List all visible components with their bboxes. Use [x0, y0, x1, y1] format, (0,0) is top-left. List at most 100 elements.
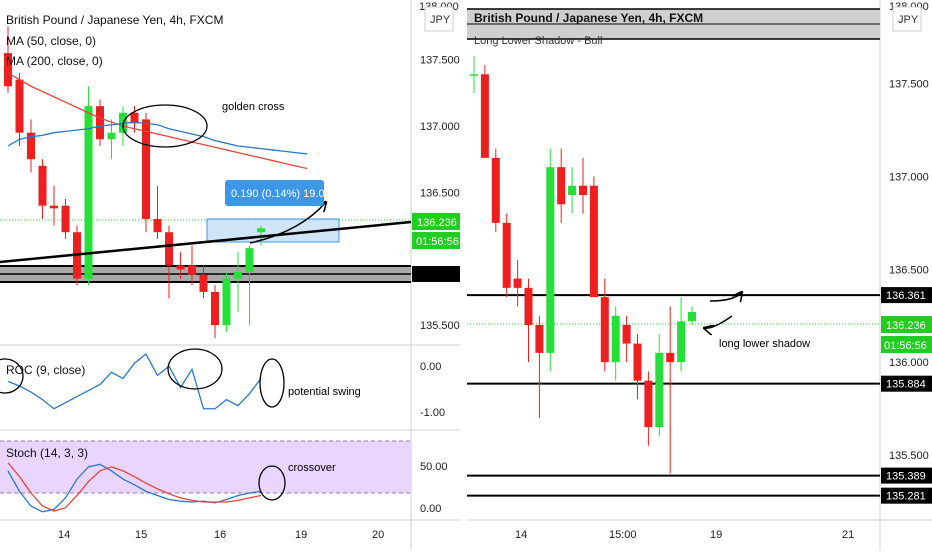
ma50-line	[7, 121, 308, 155]
stoch-lines	[7, 462, 262, 513]
level-tag-text: 135.389	[886, 471, 926, 483]
right-bull-candle[interactable]	[611, 315, 620, 363]
right-bear-candle[interactable]	[579, 185, 587, 195]
level-tag-text: 136.361	[886, 290, 926, 302]
left-bear-candle[interactable]	[176, 265, 185, 270]
left-bull-candle[interactable]	[222, 278, 231, 326]
right-bull-candle[interactable]	[470, 74, 478, 76]
left-xtick-2: 16	[214, 529, 226, 541]
measure-arrow	[249, 202, 326, 244]
right-candles	[470, 55, 696, 474]
right-bull-candle[interactable]	[677, 321, 686, 363]
panel-gap	[460, 0, 467, 550]
left-bear-candle[interactable]	[142, 119, 150, 219]
right-bull-candle[interactable]	[568, 185, 577, 195]
pattern-subtitle: Long Lower Shadow - Bull	[474, 35, 602, 47]
left-bull-candle[interactable]	[245, 248, 254, 273]
left-bull-candle[interactable]	[84, 106, 93, 279]
right-chart-panel: long lower shadow British Pound / Japane…	[467, 0, 932, 550]
right-bear-candle[interactable]	[491, 157, 500, 223]
breakout-arrow	[709, 292, 742, 301]
right-price-tick: 137.000	[889, 171, 929, 183]
level-tag	[881, 287, 932, 304]
right-bear-candle[interactable]	[589, 185, 598, 298]
right-bear-candle[interactable]	[557, 167, 566, 205]
left-bear-candle[interactable]	[50, 205, 58, 209]
left-timer-tag	[412, 232, 460, 249]
right-currency-box[interactable]	[892, 6, 922, 32]
right-xtick-1: 15:00	[609, 529, 637, 541]
left-bull-candle[interactable]	[257, 228, 265, 233]
left-bull-candle[interactable]	[234, 272, 242, 279]
moving-averages	[7, 72, 308, 170]
right-bear-candle[interactable]	[622, 325, 631, 344]
right-timer-tag-text: 01:56:56	[884, 340, 927, 352]
left-price-tick: 136.500	[420, 187, 460, 199]
right-bear-candle[interactable]	[513, 278, 522, 288]
left-bear-candle[interactable]	[165, 232, 173, 266]
crossover-label: crossover	[288, 462, 336, 474]
left-bull-candle[interactable]	[107, 132, 116, 140]
right-price-axis[interactable]: 137.500 137.000 136.500 136.000 135.500	[889, 79, 929, 462]
left-bear-candle[interactable]	[27, 132, 35, 160]
trendline[interactable]	[0, 220, 412, 264]
right-bear-candle[interactable]	[666, 352, 675, 363]
left-bear-candle[interactable]	[199, 274, 208, 292]
level-tag	[881, 375, 932, 392]
left-bear-candle[interactable]	[4, 53, 12, 87]
stoch-crossover-ellipse	[258, 465, 286, 501]
right-timer-tag	[881, 336, 932, 353]
right-bull-candle[interactable]	[655, 352, 664, 428]
left-bear-candle[interactable]	[211, 291, 219, 326]
measure-box[interactable]	[206, 218, 340, 243]
measure-callout	[225, 180, 324, 206]
left-bear-candle[interactable]	[38, 165, 47, 206]
left-price-tick: 135.500	[420, 320, 460, 332]
left-price-axis[interactable]: 137.500 137.000 136.500 135.500	[420, 55, 460, 332]
right-panel-background	[467, 0, 932, 550]
right-bear-candle[interactable]	[644, 380, 653, 428]
right-bull-candle[interactable]	[546, 167, 555, 353]
right-bear-candle[interactable]	[600, 297, 609, 363]
ma50-legend: MA (50, close, 0)	[6, 34, 96, 48]
left-bear-candle[interactable]	[61, 205, 70, 233]
roc-left-ellipse	[0, 358, 24, 394]
right-bear-candle[interactable]	[535, 325, 544, 353]
stoch-d-line	[7, 462, 262, 512]
left-price-tag	[412, 213, 460, 230]
left-bear-candle[interactable]	[15, 79, 24, 133]
roc-swing-ellipse	[259, 358, 285, 408]
left-currency-box[interactable]	[424, 6, 454, 32]
left-xtick-3: 19	[295, 529, 307, 541]
right-bull-candle[interactable]	[688, 312, 696, 322]
left-xtick-0: 14	[58, 529, 70, 541]
left-bear-candle[interactable]	[153, 218, 162, 233]
right-xtick-2: 19	[710, 529, 722, 541]
left-bear-candle[interactable]	[130, 112, 139, 124]
roc-pane	[7, 353, 262, 410]
roc-tick-0: 0.00	[420, 361, 441, 373]
right-bear-candle[interactable]	[524, 287, 533, 325]
left-chart-panel: golden cross 0.190 (0.14%) 19.0 British …	[0, 0, 460, 550]
roc-top-ellipse	[167, 348, 223, 390]
level-tag-text: 135.884	[886, 379, 926, 391]
left-timer-tag-text: 01:56:56	[416, 236, 459, 248]
right-bear-candle[interactable]	[502, 222, 511, 288]
right-price-tick: 135.500	[889, 450, 929, 462]
left-bear-candle[interactable]	[188, 265, 196, 275]
stoch-tick-1: 0.00	[420, 503, 441, 515]
right-price-tag	[881, 316, 932, 333]
golden-cross-label: golden cross	[222, 101, 285, 113]
roc-legend: ROC (9, close)	[6, 363, 85, 377]
measure-callout-label: 0.190 (0.14%) 19.0	[231, 188, 325, 200]
left-bear-candle[interactable]	[96, 106, 104, 140]
level-tag	[881, 467, 932, 484]
left-price-tick: 137.500	[420, 55, 460, 67]
right-bear-candle[interactable]	[480, 74, 489, 158]
right-xtick-3: 21	[842, 529, 854, 541]
right-bear-candle[interactable]	[633, 343, 642, 381]
right-price-tick: 137.500	[889, 79, 929, 91]
right-chart-title: British Pound / Japanese Yen, 4h, FXCM	[474, 11, 703, 25]
